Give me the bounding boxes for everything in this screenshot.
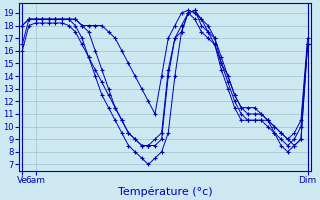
X-axis label: Température (°c): Température (°c): [118, 187, 212, 197]
